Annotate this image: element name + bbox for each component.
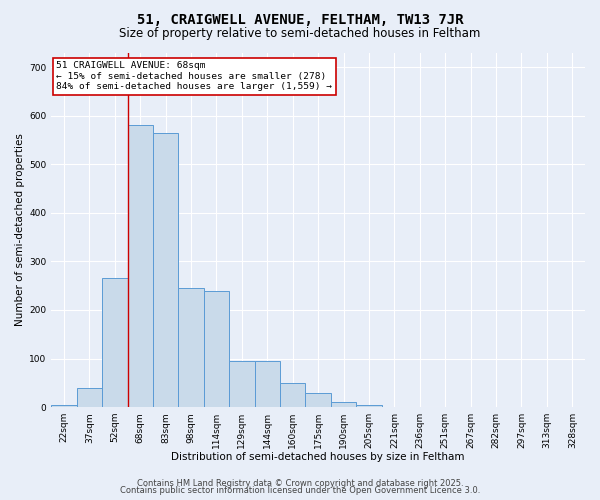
Bar bbox=[51, 404, 77, 407]
Bar bbox=[128, 126, 153, 407]
Text: Size of property relative to semi-detached houses in Feltham: Size of property relative to semi-detach… bbox=[119, 28, 481, 40]
Bar bbox=[254, 361, 280, 407]
Bar bbox=[77, 388, 102, 407]
Bar bbox=[153, 132, 178, 407]
Text: Contains public sector information licensed under the Open Government Licence 3.: Contains public sector information licen… bbox=[120, 486, 480, 495]
Bar bbox=[204, 290, 229, 407]
Bar bbox=[331, 402, 356, 407]
Bar bbox=[102, 278, 128, 407]
Bar bbox=[305, 392, 331, 407]
X-axis label: Distribution of semi-detached houses by size in Feltham: Distribution of semi-detached houses by … bbox=[172, 452, 465, 462]
Bar bbox=[178, 288, 204, 407]
Bar bbox=[356, 404, 382, 407]
Text: 51 CRAIGWELL AVENUE: 68sqm
← 15% of semi-detached houses are smaller (278)
84% o: 51 CRAIGWELL AVENUE: 68sqm ← 15% of semi… bbox=[56, 62, 332, 91]
Bar bbox=[229, 361, 254, 407]
Text: 51, CRAIGWELL AVENUE, FELTHAM, TW13 7JR: 51, CRAIGWELL AVENUE, FELTHAM, TW13 7JR bbox=[137, 12, 463, 26]
Bar bbox=[280, 383, 305, 407]
Text: Contains HM Land Registry data © Crown copyright and database right 2025.: Contains HM Land Registry data © Crown c… bbox=[137, 478, 463, 488]
Y-axis label: Number of semi-detached properties: Number of semi-detached properties bbox=[15, 134, 25, 326]
